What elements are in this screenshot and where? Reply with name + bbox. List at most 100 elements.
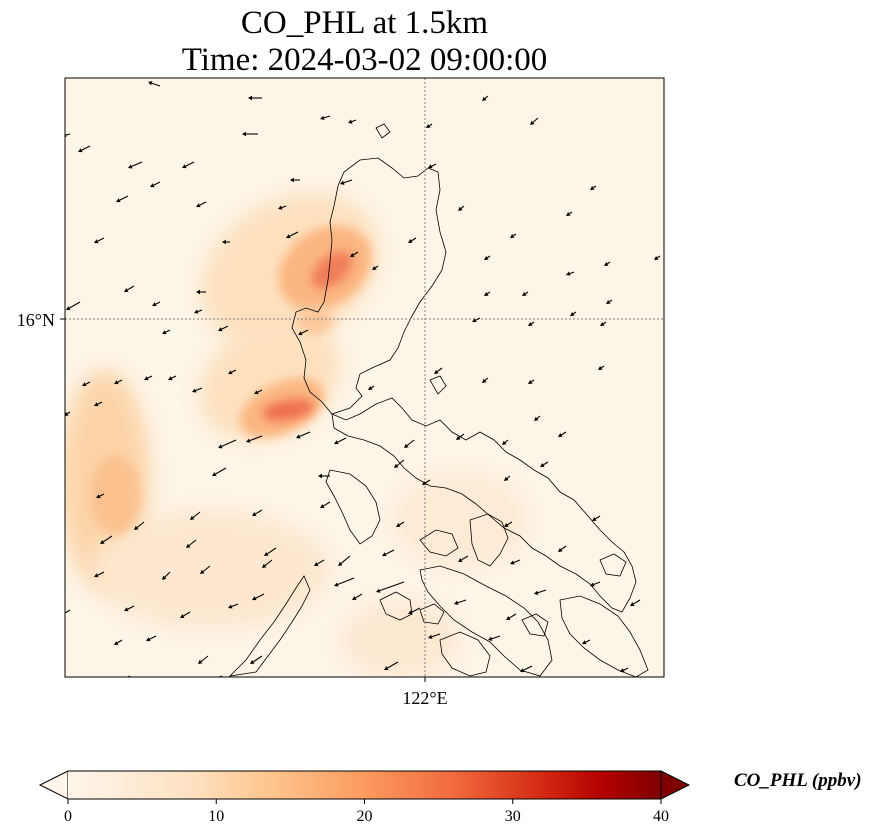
wind-arrow-head [382,552,387,557]
wind-arrow-shaft [513,233,517,237]
wind-arrow-head [510,233,515,238]
wind-arrow-shaft [171,375,177,379]
wind-arrow-head [606,299,611,304]
wind-arrow-head [94,573,99,578]
wind-arrow-head [114,641,119,645]
wind-arrow-shaft [136,521,145,528]
wind-arrow-head [604,261,609,266]
wind-arrow-shaft [375,265,379,269]
wind-arrow-shaft [337,437,347,443]
wind-arrow-head [314,562,319,566]
wind-arrow-shaft [317,559,325,565]
wind-arrow-head [482,96,487,101]
wind-arrow-shaft [399,521,405,526]
wind-arrow-head [218,444,223,449]
wind-arrow-shaft [532,117,539,123]
wind-arrow-head [528,321,533,326]
wind-arrow-head [222,239,226,245]
wind-arrow-head [218,327,223,332]
wind-arrow-shaft [117,379,123,383]
wind-arrow-head [192,388,197,393]
wind-arrow-shaft [504,439,509,443]
wind-arrow-shaft [353,251,359,256]
wind-arrow-shaft [609,299,613,303]
colorbar-tick-label: 20 [357,808,373,825]
wind-arrow-shaft [491,635,501,640]
wind-arrow-head [534,590,539,595]
wind-arrow-shaft [436,367,443,373]
wind-arrow-shaft [67,411,71,415]
wind-arrow-shaft [119,195,129,201]
wind-arrow-shaft [127,285,135,291]
wind-arrow-head [408,239,413,243]
wind-arrow-shaft [97,237,105,242]
wind-arrow-head [368,385,373,390]
wind-arrow-shaft [164,571,171,578]
colorbar-gradient [68,771,661,799]
wind-arrow-shaft [127,605,135,610]
wind-arrow-shaft [249,435,263,442]
wind-arrow-shaft [264,559,273,566]
wind-arrow-shaft [185,161,195,167]
wind-arrow-head [472,318,477,323]
concentration-field [65,192,530,677]
wind-arrow-shaft [411,237,417,242]
wind-arrow-head [384,666,389,670]
wind-arrow-shaft [231,603,239,608]
wind-arrow-head [404,443,409,448]
wind-arrow-shaft [603,321,607,325]
wind-arrow-shaft [200,655,209,662]
wind-arrow-head [408,610,413,615]
wind-arrow-head [558,547,563,552]
wind-arrow-head [590,582,595,587]
colorbar-tick-label: 0 [64,808,72,825]
wind-arrow-head [134,525,139,530]
wind-arrow-shaft [299,431,311,437]
wind-arrow-shaft [221,325,229,330]
wind-arrow-shaft [484,95,489,99]
wind-arrow-shaft [487,291,491,295]
wind-arrow-shaft [69,301,81,309]
wind-arrow-shaft [569,271,575,275]
wind-arrow-shaft [117,639,123,644]
wind-arrow-shaft [155,301,161,305]
wind-arrow-shaft [351,119,357,123]
wind-arrow-head [254,390,259,395]
wind-arrow-shaft [543,461,549,466]
wind-arrow-head [540,463,545,467]
wind-arrow-shaft [153,181,161,186]
wind-arrow-shaft [195,387,203,392]
wind-arrow-head [566,211,571,216]
wind-arrow-head [290,177,294,183]
wind-arrow-shaft [197,309,203,313]
wind-arrow-head [128,164,133,169]
wind-arrow-head [116,198,121,203]
wind-arrow-head [340,180,345,185]
wind-arrow-head [200,569,205,574]
wind-arrow-head [194,309,199,314]
wind-arrow-head [506,616,511,620]
wind-arrow-head [600,321,605,326]
wind-arrow-shaft [301,329,309,334]
wind-arrow-head [458,206,463,211]
wind-arrow-shaft [255,509,263,515]
wind-arrow-shaft [429,123,433,127]
wind-arrow-head [334,582,339,587]
wind-arrow-shaft [215,467,227,475]
wind-arrow-head [320,504,325,508]
wind-arrow-shaft [507,521,513,526]
wind-arrow-shaft [601,365,605,369]
wind-arrow-shaft [475,317,481,321]
wind-arrow-head [334,440,339,445]
wind-arrow-head [82,382,87,387]
wind-arrow-shaft [509,613,517,619]
wind-arrow-head [456,435,461,440]
wind-arrow-head [286,234,291,239]
wind-arrow-head [186,543,191,548]
wind-arrow-head [196,289,200,295]
wind-arrow-head [250,659,255,664]
wind-arrow-head [592,517,597,521]
map-frame [64,77,665,678]
wind-arrow-shaft [267,547,277,555]
